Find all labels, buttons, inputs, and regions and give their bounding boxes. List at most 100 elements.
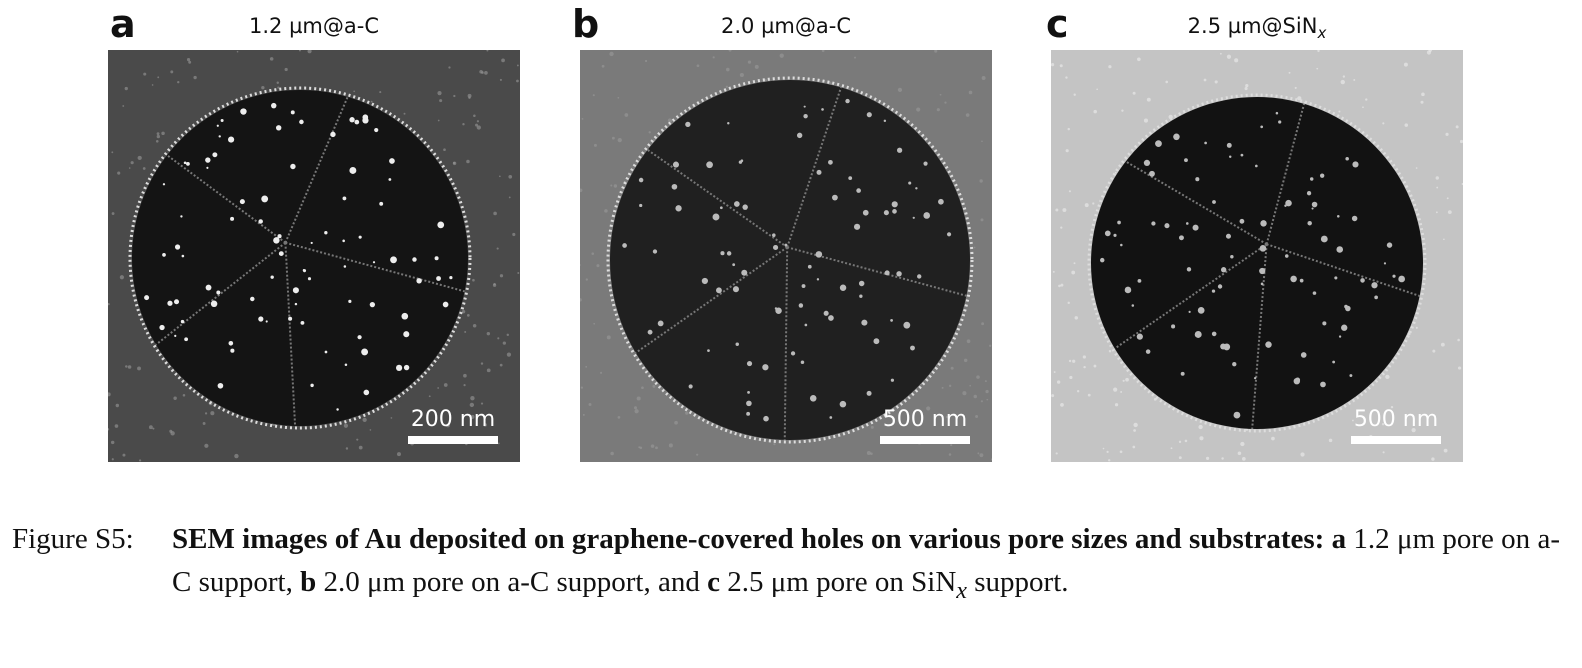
substrate-grain bbox=[674, 420, 678, 425]
au-particle bbox=[1145, 349, 1151, 354]
substrate-grain bbox=[467, 93, 472, 98]
substrate-grain bbox=[980, 218, 984, 222]
substrate-grain bbox=[990, 458, 992, 461]
caption-c: c bbox=[707, 566, 720, 598]
grain-boundary bbox=[1125, 160, 1268, 246]
scale-bar bbox=[408, 436, 498, 444]
au-particle bbox=[1306, 191, 1312, 196]
au-particle bbox=[1307, 220, 1312, 226]
substrate-grain bbox=[1316, 67, 1319, 70]
au-particle bbox=[292, 287, 299, 294]
substrate-grain bbox=[585, 365, 588, 368]
substrate-grain bbox=[986, 398, 989, 401]
substrate-grain bbox=[463, 384, 466, 387]
au-particle bbox=[186, 162, 190, 166]
au-particle bbox=[349, 117, 355, 123]
substrate-grain bbox=[1052, 270, 1055, 273]
au-particle bbox=[1155, 140, 1162, 147]
au-particle bbox=[180, 215, 183, 218]
substrate-grain bbox=[1067, 301, 1070, 305]
substrate-grain bbox=[1108, 349, 1112, 353]
au-particle bbox=[738, 160, 743, 164]
substrate-grain bbox=[469, 402, 475, 408]
au-particle bbox=[180, 319, 185, 324]
substrate-grain bbox=[1353, 79, 1356, 81]
substrate-grain bbox=[1143, 118, 1148, 123]
au-particle bbox=[270, 275, 274, 279]
au-particle bbox=[1312, 291, 1317, 295]
au-particle bbox=[839, 400, 847, 408]
substrate-grain bbox=[1244, 87, 1248, 91]
substrate-grain bbox=[1297, 96, 1302, 101]
substrate-grain bbox=[1338, 110, 1341, 113]
substrate-grain bbox=[617, 416, 621, 419]
substrate-grain bbox=[984, 380, 987, 383]
au-particle bbox=[290, 110, 295, 115]
au-particle bbox=[1195, 177, 1200, 182]
au-particle bbox=[1104, 230, 1111, 237]
au-particle bbox=[1371, 282, 1378, 289]
substrate-grain bbox=[1457, 338, 1460, 342]
substrate-grain bbox=[1133, 422, 1138, 428]
substrate-grain bbox=[472, 278, 475, 282]
au-particle bbox=[1383, 262, 1387, 265]
au-particle bbox=[719, 206, 723, 210]
substrate-grain bbox=[358, 445, 363, 450]
substrate-grain bbox=[1199, 436, 1204, 441]
au-particle bbox=[1320, 235, 1328, 243]
substrate-grain bbox=[639, 446, 643, 450]
au-particle bbox=[277, 234, 282, 239]
au-particle bbox=[342, 239, 345, 243]
substrate-grain bbox=[975, 414, 979, 418]
substrate-grain bbox=[1107, 459, 1111, 462]
substrate-grain bbox=[177, 80, 180, 84]
substrate-grain bbox=[1056, 380, 1061, 384]
au-particle bbox=[866, 390, 872, 396]
substrate-grain bbox=[1074, 316, 1078, 320]
substrate-grain bbox=[973, 246, 976, 249]
substrate-grain bbox=[1068, 359, 1072, 363]
substrate-grain bbox=[486, 331, 491, 336]
au-particle bbox=[923, 212, 931, 219]
au-particle bbox=[1185, 222, 1189, 225]
au-particle bbox=[230, 348, 235, 353]
substrate-grain bbox=[108, 428, 110, 431]
au-particle bbox=[732, 263, 736, 267]
substrate-grain bbox=[916, 107, 921, 112]
substrate-grain bbox=[1122, 379, 1125, 382]
au-particle bbox=[763, 415, 769, 422]
substrate-grain bbox=[1119, 450, 1123, 454]
au-particle bbox=[652, 249, 658, 254]
substrate-grain bbox=[948, 453, 952, 456]
grain-boundary bbox=[647, 149, 788, 249]
au-particle bbox=[946, 232, 952, 237]
substrate-grain bbox=[685, 411, 689, 415]
caption-lead: SEM images of Au deposited on graphene-c… bbox=[172, 523, 1325, 555]
au-particle bbox=[816, 169, 822, 175]
substrate-grain bbox=[1445, 132, 1449, 136]
au-particle bbox=[343, 265, 347, 268]
au-particle bbox=[299, 119, 304, 125]
substrate-grain bbox=[1096, 88, 1098, 91]
au-particle bbox=[848, 176, 853, 180]
au-particle bbox=[436, 276, 441, 281]
substrate-grain bbox=[779, 53, 784, 58]
au-particle bbox=[1211, 289, 1216, 293]
au-particle bbox=[1336, 215, 1340, 218]
substrate-grain bbox=[1055, 208, 1059, 212]
au-particle bbox=[1217, 284, 1223, 289]
au-particle bbox=[828, 159, 833, 165]
au-particle bbox=[1338, 335, 1342, 338]
caption-label: Figure S5: bbox=[12, 523, 134, 555]
au-particle bbox=[772, 233, 776, 237]
au-particle bbox=[716, 287, 722, 294]
substrate-grain bbox=[1083, 365, 1086, 369]
grain-boundary bbox=[635, 246, 788, 354]
substrate-grain bbox=[1051, 394, 1055, 398]
substrate-grain bbox=[1443, 448, 1448, 453]
au-particle bbox=[278, 251, 284, 256]
au-particle bbox=[801, 284, 806, 288]
scale-bar-label: 500 nm bbox=[1354, 407, 1438, 432]
au-particle bbox=[815, 251, 823, 258]
au-particle bbox=[712, 213, 720, 221]
